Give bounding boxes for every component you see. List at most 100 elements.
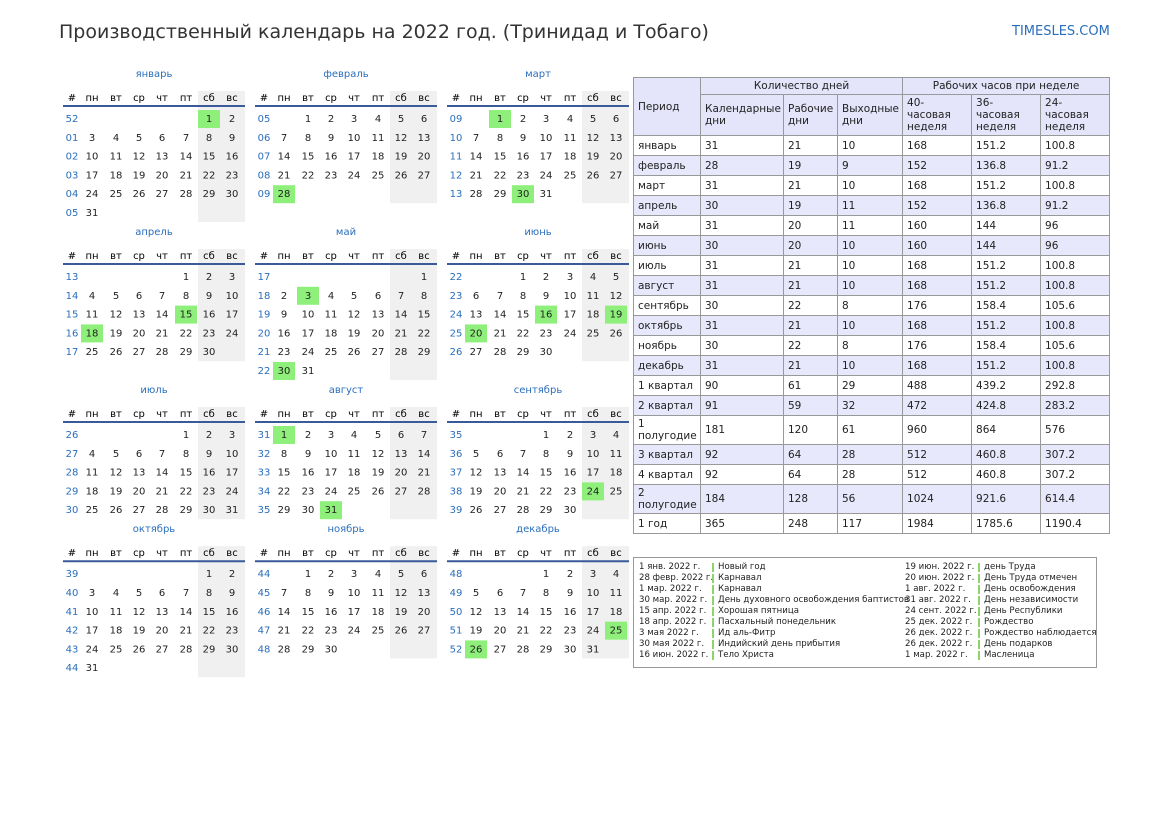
day: 18 [610, 607, 623, 618]
day: 1 [305, 569, 311, 580]
table-cell: 31 [700, 135, 784, 156]
table-row: сентябрь 30 22 8 176 158.4 105.6 [633, 295, 1111, 316]
day: 3 [328, 430, 334, 441]
day: 5 [375, 430, 381, 441]
weekday-header: # [452, 251, 460, 262]
day: 16 [564, 607, 577, 618]
table-cell: 184 [700, 484, 784, 514]
table-cell: май [633, 215, 701, 236]
day: 29 [418, 347, 431, 358]
weekday-header: пт [372, 548, 385, 559]
week-number: 39 [66, 569, 79, 580]
table-cell: 19 [783, 155, 838, 176]
holiday-date: 25 дек. 2022 г. [905, 617, 973, 627]
day: 6 [421, 114, 427, 125]
table-cell: 91.2 [1040, 155, 1111, 176]
day: 8 [421, 291, 427, 302]
weekday-header: # [260, 409, 268, 420]
day: 8 [497, 133, 503, 144]
day: 9 [567, 588, 573, 599]
day: 17 [86, 170, 99, 181]
day: 16 [325, 607, 338, 618]
day: 9 [567, 449, 573, 460]
table-cell: 30 [700, 235, 784, 256]
day: 16 [325, 152, 338, 163]
weekday-header: пн [469, 251, 482, 262]
day: 14 [180, 607, 193, 618]
week-number: 09 [258, 189, 271, 200]
holiday-date: 1 мар. 2022 г. [905, 650, 968, 660]
table-cell: 21 [783, 315, 838, 336]
day: 28 [395, 347, 408, 358]
day: 8 [206, 133, 212, 144]
day: 15 [418, 310, 431, 321]
table-cell: 10 [836, 275, 904, 296]
day: 25 [372, 626, 385, 637]
month-name: май [336, 227, 356, 238]
table-cell: 151.2 [971, 255, 1042, 276]
day: 16 [226, 607, 239, 618]
brand-link[interactable]: TIMESLES.COM [1012, 24, 1110, 39]
week-number: 20 [258, 328, 271, 339]
day: 2 [567, 430, 573, 441]
table-cell: 168 [902, 275, 973, 296]
day: 27 [156, 189, 169, 200]
day: 18 [110, 170, 123, 181]
day: 7 [281, 588, 287, 599]
day: 18 [86, 486, 99, 497]
day: 23 [325, 626, 338, 637]
table-row: август 31 21 10 168 151.2 100.8 [633, 275, 1111, 296]
table-cell: 120 [783, 415, 838, 445]
week-number: 05 [66, 208, 79, 219]
day: 7 [183, 588, 189, 599]
day: 26 [110, 505, 123, 516]
day: 5 [473, 449, 479, 460]
holiday-marker [978, 585, 980, 594]
day: 13 [418, 133, 431, 144]
table-cell: февраль [633, 155, 701, 176]
weekend-shade [198, 407, 245, 520]
holiday-marker [712, 563, 714, 572]
day: 6 [497, 588, 503, 599]
weekday-header: сб [395, 548, 407, 559]
day: 25 [348, 486, 361, 497]
day: 5 [590, 114, 596, 125]
table-cell: 181 [700, 415, 784, 445]
holiday-cell [605, 621, 627, 640]
table-row: октябрь 31 21 10 168 151.2 100.8 [633, 315, 1111, 336]
day: 3 [590, 569, 596, 580]
day: 21 [278, 626, 291, 637]
weekend-shade [390, 91, 437, 204]
day: 31 [325, 505, 338, 516]
day: 29 [302, 644, 315, 655]
weekday-header: ср [517, 93, 529, 104]
holiday-marker [712, 618, 714, 627]
weekday-header: чт [348, 93, 360, 104]
day: 26 [610, 328, 623, 339]
day: 29 [278, 505, 291, 516]
day: 18 [372, 152, 385, 163]
day: 27 [610, 170, 623, 181]
day: 28 [517, 644, 530, 655]
day: 31 [86, 663, 99, 674]
table-cell: июль [633, 255, 701, 276]
day: 21 [156, 328, 169, 339]
holiday-name: Тело Христа [718, 650, 774, 660]
day: 28 [180, 644, 193, 655]
day: 9 [520, 133, 526, 144]
day: 15 [302, 607, 315, 618]
day: 10 [587, 449, 600, 460]
table-cell: 151.2 [971, 275, 1042, 296]
holiday-name: Карнавал [718, 584, 762, 594]
day: 23 [278, 347, 291, 358]
day: 30 [540, 347, 553, 358]
day: 17 [348, 607, 361, 618]
holiday-name: День подарков [984, 639, 1053, 649]
header-cell: Рабочие дни [783, 94, 838, 136]
day: 22 [517, 328, 530, 339]
day: 28 [156, 347, 169, 358]
day: 4 [113, 588, 119, 599]
day: 13 [156, 152, 169, 163]
table-row: апрель 30 19 11 152 136.8 91.2 [633, 195, 1111, 216]
holiday-date: 28 февр. 2022 г. [639, 573, 714, 583]
